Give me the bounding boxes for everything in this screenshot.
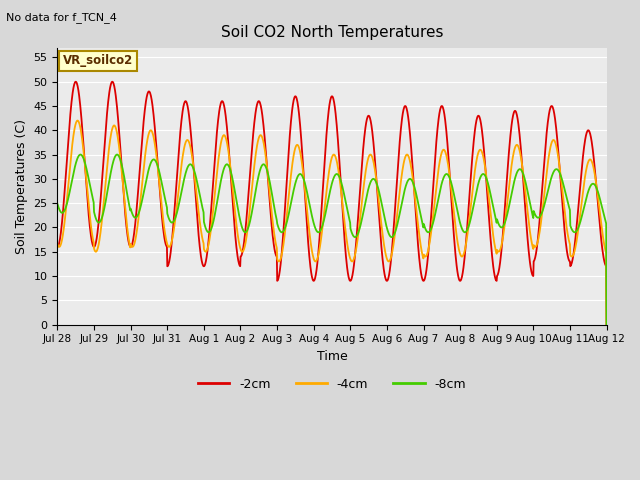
X-axis label: Time: Time [317,350,348,363]
Text: No data for f_TCN_4: No data for f_TCN_4 [6,12,117,23]
Y-axis label: Soil Temperatures (C): Soil Temperatures (C) [15,119,28,253]
Text: VR_soilco2: VR_soilco2 [63,54,133,67]
Legend: -2cm, -4cm, -8cm: -2cm, -4cm, -8cm [193,373,471,396]
Title: Soil CO2 North Temperatures: Soil CO2 North Temperatures [221,24,444,39]
